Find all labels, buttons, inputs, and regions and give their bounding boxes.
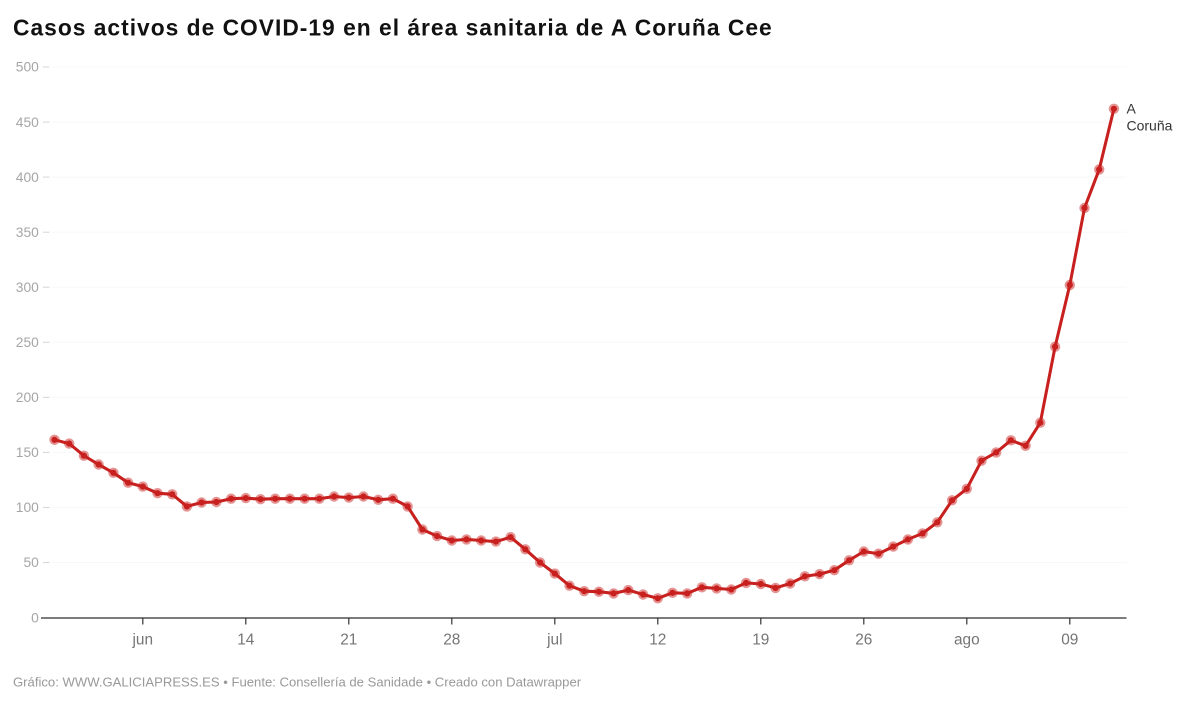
svg-text:12: 12: [649, 632, 666, 649]
svg-text:jul: jul: [546, 632, 562, 649]
svg-text:50: 50: [23, 555, 39, 570]
svg-text:A: A: [1127, 101, 1137, 117]
svg-text:450: 450: [16, 115, 39, 130]
svg-text:Gráfico: WWW.GALICIAPRESS.ES •: Gráfico: WWW.GALICIAPRESS.ES • Fuente: C…: [13, 675, 582, 690]
svg-text:19: 19: [752, 632, 769, 649]
svg-text:26: 26: [855, 632, 872, 649]
svg-text:150: 150: [16, 445, 39, 460]
svg-text:ago: ago: [954, 632, 980, 649]
svg-text:09: 09: [1061, 632, 1078, 649]
svg-text:350: 350: [16, 225, 39, 240]
svg-text:100: 100: [16, 500, 39, 515]
svg-text:0: 0: [31, 610, 39, 625]
svg-text:250: 250: [16, 335, 39, 350]
svg-text:200: 200: [16, 390, 39, 405]
svg-text:Coruña: Coruña: [1127, 118, 1173, 134]
svg-text:28: 28: [443, 632, 460, 649]
svg-text:300: 300: [16, 280, 39, 295]
svg-text:14: 14: [237, 632, 255, 649]
svg-text:500: 500: [16, 60, 39, 75]
svg-text:Casos activos de COVID-19 en e: Casos activos de COVID-19 en el área san…: [13, 14, 773, 40]
svg-text:jun: jun: [132, 632, 154, 649]
svg-text:21: 21: [340, 632, 357, 649]
svg-text:400: 400: [16, 170, 39, 185]
